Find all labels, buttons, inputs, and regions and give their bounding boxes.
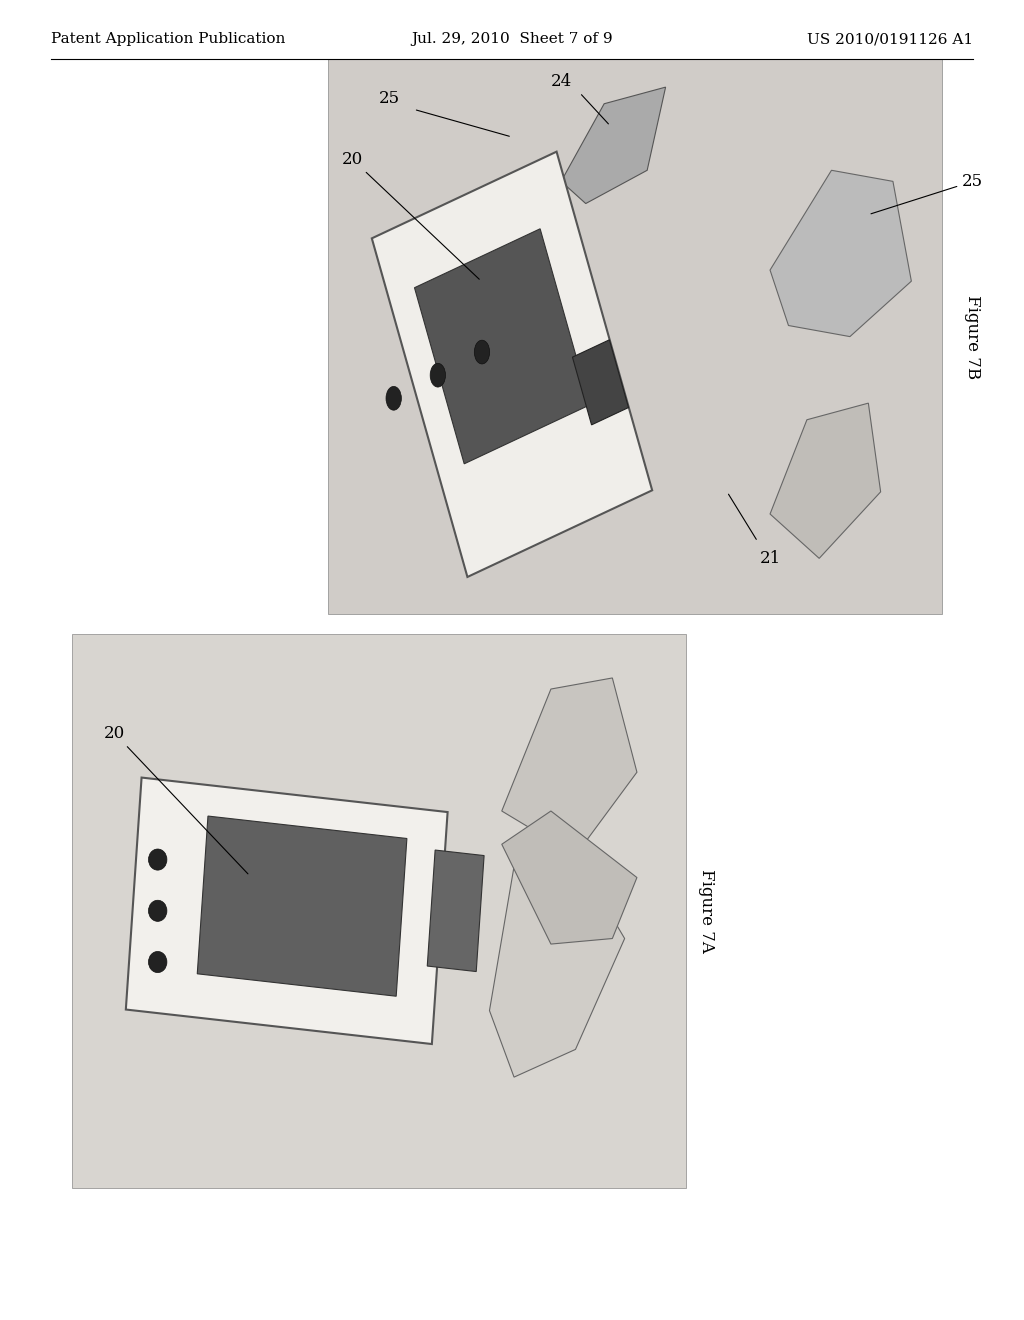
Polygon shape (502, 678, 637, 855)
Ellipse shape (148, 849, 167, 870)
Polygon shape (415, 228, 590, 463)
Text: Jul. 29, 2010  Sheet 7 of 9: Jul. 29, 2010 Sheet 7 of 9 (412, 32, 612, 46)
FancyBboxPatch shape (72, 634, 686, 1188)
Polygon shape (770, 403, 881, 558)
Text: 21: 21 (760, 550, 780, 566)
Polygon shape (372, 152, 652, 577)
Text: US 2010/0191126 A1: US 2010/0191126 A1 (807, 32, 973, 46)
Polygon shape (770, 170, 911, 337)
Text: Figure 7A: Figure 7A (698, 869, 715, 953)
Text: 24: 24 (551, 73, 571, 90)
Polygon shape (502, 810, 637, 944)
Polygon shape (572, 339, 629, 425)
Text: 20: 20 (104, 725, 248, 874)
Ellipse shape (386, 387, 401, 411)
Text: Figure 7B: Figure 7B (965, 294, 981, 379)
Polygon shape (198, 816, 407, 997)
Text: 25: 25 (871, 173, 983, 214)
Ellipse shape (474, 341, 489, 364)
Text: 20: 20 (342, 150, 479, 280)
Text: Patent Application Publication: Patent Application Publication (51, 32, 286, 46)
Polygon shape (126, 777, 447, 1044)
Text: 25: 25 (379, 90, 399, 107)
FancyBboxPatch shape (328, 59, 942, 614)
Ellipse shape (148, 952, 167, 973)
Polygon shape (561, 87, 666, 203)
Ellipse shape (148, 900, 167, 921)
Ellipse shape (430, 363, 445, 387)
Polygon shape (489, 855, 625, 1077)
Polygon shape (427, 850, 484, 972)
